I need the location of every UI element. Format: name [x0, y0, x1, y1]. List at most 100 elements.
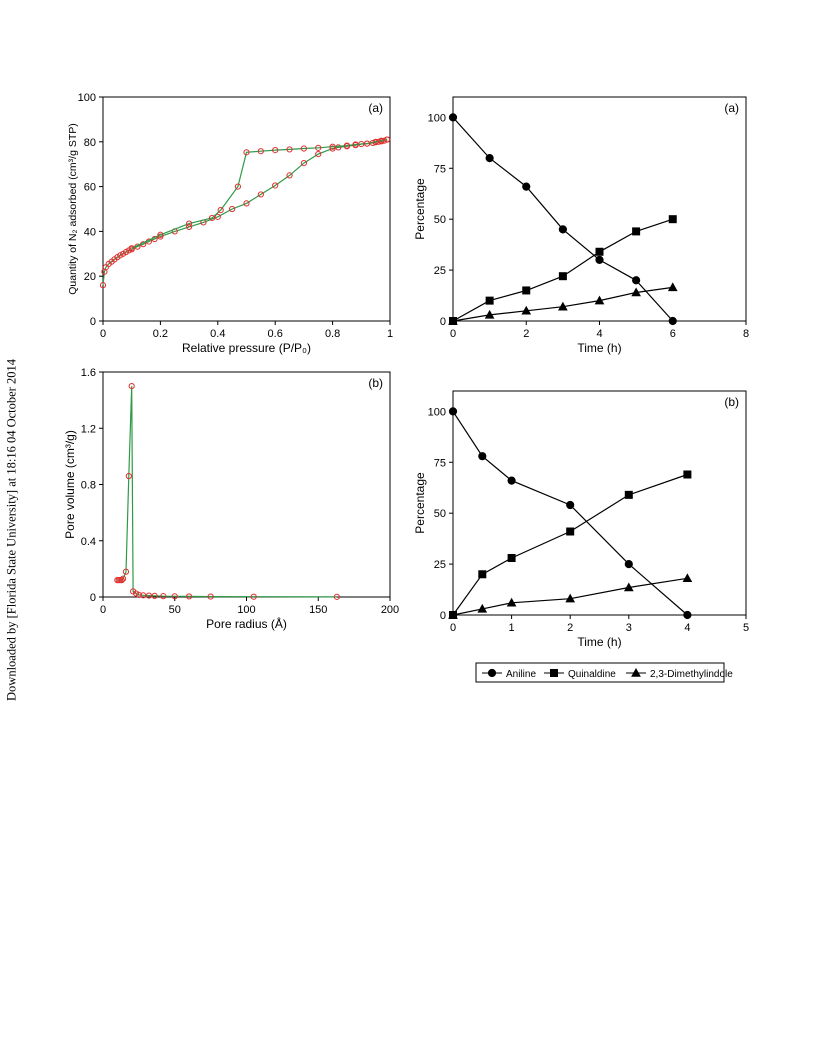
x-tick-label: 4: [684, 622, 690, 634]
data-point: [448, 113, 458, 122]
data-point: [507, 553, 516, 562]
data-point: [507, 476, 516, 485]
data-point: [595, 255, 604, 265]
series-line: [452, 411, 688, 616]
data-point: [186, 220, 193, 227]
series-line: [452, 577, 688, 616]
x-axis-title: Time (h): [577, 635, 621, 649]
data-point: [207, 593, 214, 600]
data-point: [624, 559, 633, 569]
x-tick-label: 3: [626, 622, 632, 634]
data-point: [668, 215, 677, 224]
x-tick-label: 100: [237, 604, 255, 616]
data-point: [683, 610, 692, 620]
data-point: [522, 182, 531, 191]
data-point: [125, 472, 132, 480]
data-point: [128, 245, 135, 252]
panel-label: (a): [724, 101, 739, 115]
data-point: [286, 146, 293, 153]
series-line: [102, 139, 388, 286]
series-2-3-dimethylindole: [448, 573, 693, 619]
data-point: [632, 227, 641, 236]
y-tick-label: 0: [90, 316, 96, 328]
x-axis-title: Relative pressure (P/P₀): [182, 341, 311, 355]
data-point: [157, 231, 164, 238]
data-point: [623, 582, 634, 592]
data-point: [135, 591, 142, 598]
data-point: [229, 205, 236, 213]
data-point: [186, 593, 193, 600]
legend-label: 2,3-Dimethylindole: [650, 669, 733, 680]
series-line-0: [114, 382, 341, 600]
data-point: [632, 276, 641, 285]
data-point: [272, 146, 279, 154]
data-point: [448, 609, 458, 619]
data-point: [566, 500, 575, 510]
data-point: [243, 149, 250, 156]
legend-box: [475, 662, 725, 683]
legend: Aniline Quinaldine 2,3-Dimethylindole: [475, 662, 733, 683]
data-point: [372, 138, 379, 145]
data-point: [250, 593, 257, 600]
legend-label: Quinaldine: [568, 669, 616, 680]
data-point: [485, 153, 494, 163]
panel-label: (a): [368, 101, 383, 115]
x-tick-label: 0.6: [268, 328, 283, 340]
x-tick-label: 0.4: [210, 328, 225, 340]
y-tick-label: 75: [434, 163, 446, 175]
y-tick-label: 50: [434, 508, 446, 520]
data-point: [208, 214, 216, 222]
data-point: [484, 309, 495, 319]
series-2-3-dimethylindole: [448, 282, 678, 325]
x-tick-label: 1: [509, 622, 515, 634]
data-point: [234, 183, 241, 190]
series-line: [117, 386, 337, 598]
y-tick-label: 100: [78, 92, 96, 104]
series-line: [131, 139, 388, 249]
y-tick-label: 100: [428, 406, 446, 418]
data-point: [99, 282, 107, 289]
legend-label: Aniline: [506, 669, 536, 680]
x-tick-label: 6: [670, 328, 676, 340]
x-tick-label: 0: [450, 622, 456, 634]
data-point: [128, 382, 135, 390]
data-point: [384, 136, 391, 143]
x-tick-label: 50: [169, 604, 181, 616]
data-point: [624, 490, 633, 499]
panel-label: (b): [368, 376, 383, 390]
x-tick-label: 0: [100, 328, 106, 340]
data-point: [315, 144, 322, 151]
series-quinaldine: [449, 470, 692, 619]
x-tick-label: 5: [743, 622, 749, 634]
data-point: [300, 159, 307, 167]
data-point: [315, 151, 322, 158]
legend-marker: [487, 668, 497, 678]
plot-frame: [452, 96, 747, 322]
data-point: [119, 575, 127, 582]
data-point: [631, 287, 641, 297]
data-point: [485, 296, 494, 305]
data-point: [448, 315, 458, 325]
x-axis-title: Time (h): [577, 341, 621, 355]
y-tick-label: 0: [440, 610, 446, 622]
data-point: [272, 182, 279, 189]
x-tick-label: 150: [309, 604, 327, 616]
series-aniline: [448, 113, 677, 326]
data-point: [214, 213, 221, 220]
chart-isotherm: 0 0.2 0.4 0.6 0.8 1 0 20 40 60 80 100 Relative press…: [67, 92, 393, 355]
y-tick-label: 25: [434, 559, 446, 571]
data-point: [352, 141, 359, 148]
data-point: [140, 592, 147, 599]
legend-item-aniline: Aniline: [482, 668, 536, 680]
plot-axes: [102, 97, 390, 322]
data-point: [521, 305, 532, 315]
x-axis-title: Pore radius (Å): [206, 616, 287, 631]
data-point: [145, 592, 153, 599]
data-point: [300, 145, 307, 152]
data-point: [171, 593, 178, 600]
y-axis-title: Pore volume (cm³/g): [63, 430, 77, 539]
data-point: [682, 573, 693, 583]
x-tick-label: 8: [743, 328, 749, 340]
data-point: [160, 593, 167, 600]
data-point: [558, 225, 567, 234]
